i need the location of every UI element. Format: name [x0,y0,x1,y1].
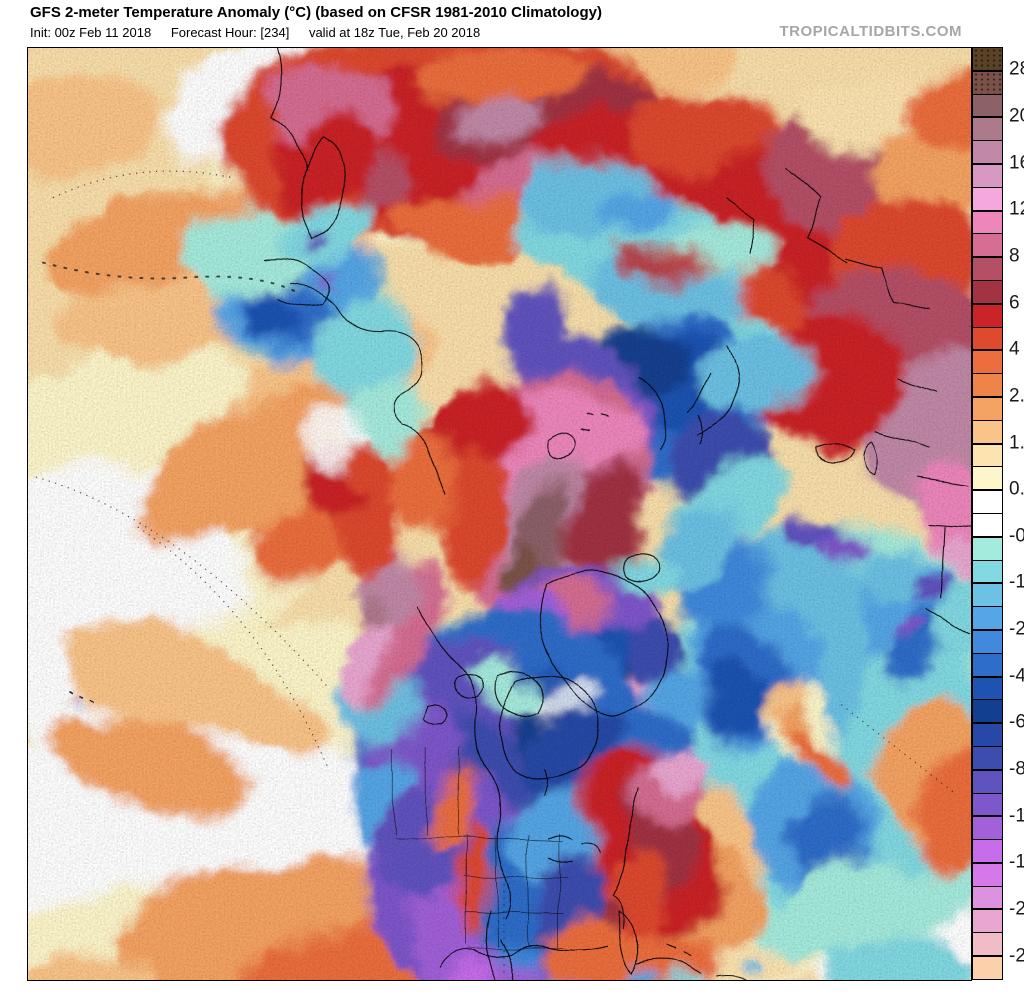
colorbar-band [973,933,1002,958]
colorbar-tick-label: -20 [1009,898,1024,920]
colorbar-tick-label: 28 [1009,58,1024,80]
colorbar-band [973,444,1002,468]
colorbar-band [973,304,1002,328]
colorbar-band [973,863,1002,887]
colorbar-band [973,817,1002,841]
colorbar-band [973,420,1002,445]
colorbar-tick-label: -6 [1009,711,1024,733]
colorbar-band [973,957,1002,979]
colorbar-band [973,141,1002,165]
page-title: GFS 2-meter Temperature Anomaly (°C) (ba… [30,4,602,21]
valid-time: valid at 18z Tue, Feb 20 2018 [308,25,481,40]
colorbar-band [973,397,1002,421]
colorbar-band [973,258,1002,281]
colorbar-tick-label: 0.5 [1009,478,1024,500]
colorbar-band [973,700,1002,725]
colorbar-band [973,327,1002,352]
run-info: Init: 00z Feb 11 2018 Forecast Hour: [23… [30,25,496,40]
colorbar-band [973,71,1002,95]
colorbar-band [973,840,1002,864]
anomaly-map-canvas [28,48,971,980]
colorbar-tick-label: 1.5 [1009,432,1024,454]
colorbar-tick-label: -2.5 [1009,618,1024,640]
field-texture [28,48,971,980]
colorbar-tick-label: -4 [1009,665,1024,687]
colorbar-band [973,118,1002,142]
colorbar-band [973,351,1002,375]
colorbar-tick-label: 6 [1009,292,1020,314]
colorbar-band [973,653,1002,678]
colorbar-band [973,537,1002,561]
colorbar [972,47,1003,980]
colorbar-band [973,48,1002,72]
colorbar-band [973,584,1002,608]
colorbar-tick-label: 8 [1009,245,1020,267]
colorbar-band [973,234,1002,259]
anomaly-map [27,47,972,981]
colorbar-band [973,491,1002,514]
colorbar-band [973,211,1002,235]
colorbar-tick-label: 2.5 [1009,385,1024,407]
colorbar-band [973,560,1002,585]
colorbar-tick-label: -28 [1009,945,1024,967]
colorbar-band [973,724,1002,747]
colorbar-band [973,280,1002,305]
colorbar-band [973,513,1002,538]
colorbar-tick-label: -0.5 [1009,525,1024,547]
colorbar-tick-label: 20 [1009,105,1024,127]
colorbar-band [973,164,1002,188]
colorbar-band [973,770,1002,794]
colorbar-labels: 28 20 16 12 8 6 4 2.5 1.5 0.5 -0.5 -1.5 -2.5 -4 -6 -8 -1… [1009,47,1024,980]
colorbar-band [973,187,1002,212]
colorbar-band [973,374,1002,398]
colorbar-tick-label: -1.5 [1009,572,1024,594]
coastlines-borders [67,48,971,980]
colorbar-band [973,886,1002,911]
colorbar-band [973,746,1002,771]
colorbar-band [973,607,1002,631]
graticule [35,170,957,975]
colorbar-band [973,94,1002,119]
colorbar-band [973,630,1002,654]
colorbar-band [973,793,1002,818]
site-watermark: TROPICALTIDBITS.COM [779,23,962,40]
colorbar-band [973,677,1002,701]
colorbar-tick-label: 4 [1009,338,1020,360]
colorbar-band [973,910,1002,934]
colorbar-tick-label: 16 [1009,152,1024,174]
colorbar-tick-label: -8 [1009,758,1024,780]
init-time: Init: 00z Feb 11 2018 [30,25,152,40]
colorbar-tick-label: -12 [1009,805,1024,827]
forecast-hour: Forecast Hour: [234] [170,25,290,40]
colorbar-band [973,467,1002,492]
colorbar-tick-label: -16 [1009,851,1024,873]
colorbar-tick-label: 12 [1009,198,1024,220]
